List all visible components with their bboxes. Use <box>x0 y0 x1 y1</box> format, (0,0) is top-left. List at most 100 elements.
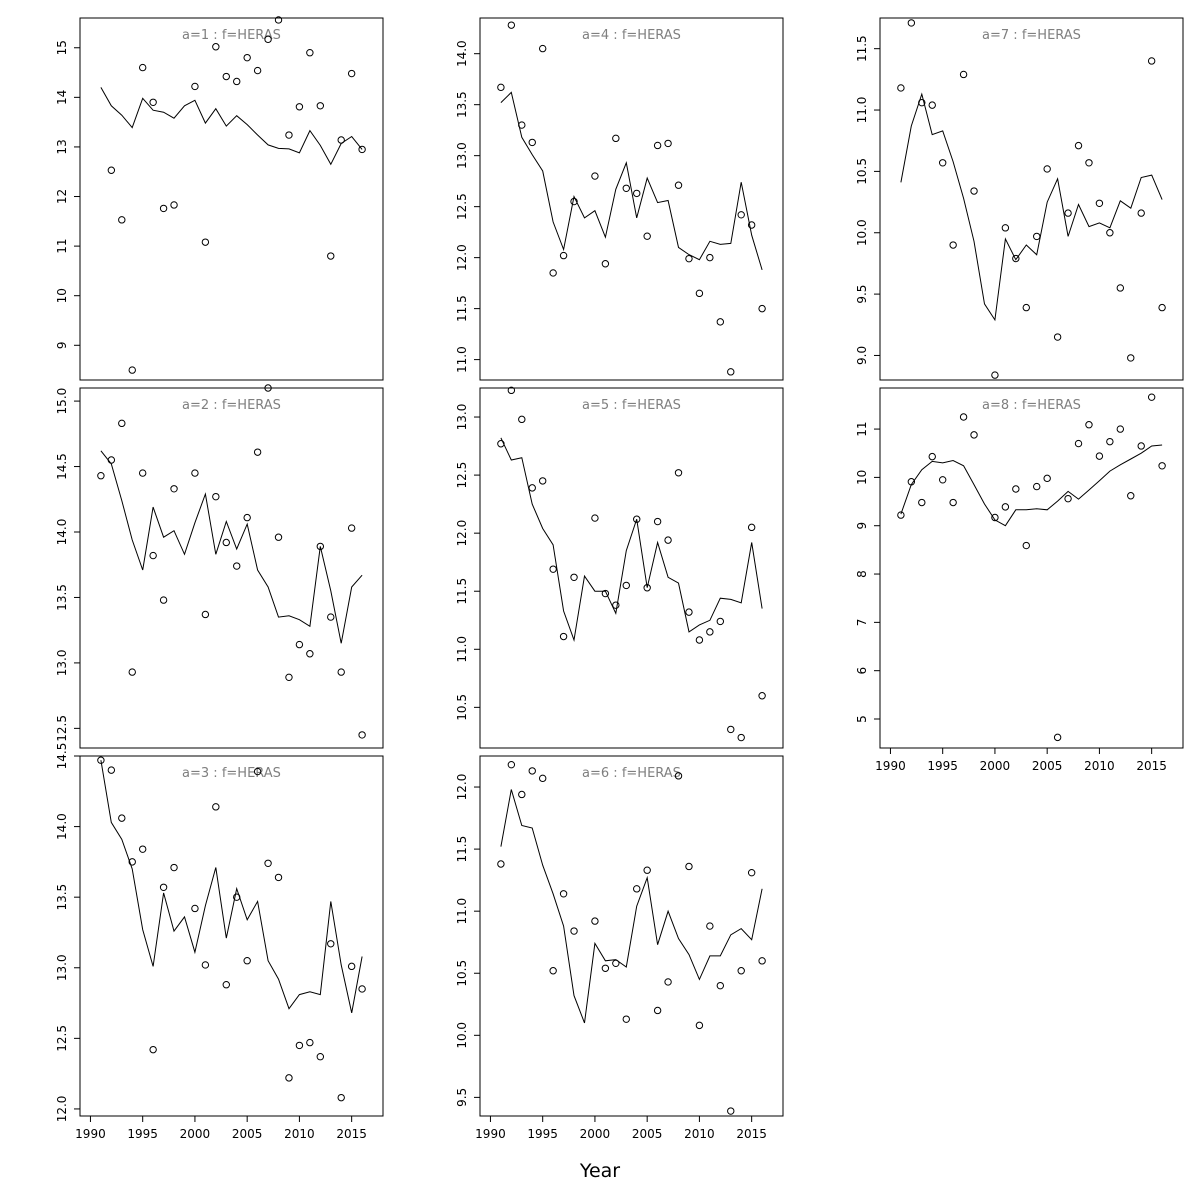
observed-point <box>295 640 304 649</box>
x-tick-label: 2015 <box>736 1127 767 1141</box>
panel-label: a=8 : f=HERAS <box>982 398 1081 413</box>
observed-point <box>327 252 335 260</box>
observed-point <box>1043 165 1051 173</box>
y-tick-label: 11.5 <box>455 578 469 605</box>
y-tick-label: 14.5 <box>55 453 69 480</box>
observed-point <box>528 484 536 492</box>
y-tick-label: 13.0 <box>455 404 469 431</box>
x-tick-label: 1990 <box>875 759 906 773</box>
x-tick-label: 1990 <box>75 1127 106 1141</box>
observed-point <box>327 613 335 621</box>
observed-point <box>538 477 547 485</box>
observed-point <box>97 472 105 480</box>
panel-label: a=5 : f=HERAS <box>582 398 681 413</box>
observed-point <box>528 138 536 147</box>
panel-frame-2 <box>79 387 384 749</box>
observed-point <box>518 415 526 424</box>
observed-point <box>633 515 641 523</box>
x-axis-label: Year <box>579 1160 621 1182</box>
y-tick-label: 13.5 <box>55 884 69 911</box>
observed-point <box>191 469 199 477</box>
y-tick-label: 14.0 <box>55 813 69 840</box>
fit-line <box>500 91 763 271</box>
observed-point <box>643 232 651 240</box>
observed-point <box>727 368 735 376</box>
observed-point <box>222 538 230 547</box>
observed-point <box>991 371 999 379</box>
observed-point <box>747 221 756 229</box>
observed-point <box>295 103 304 111</box>
observed-point <box>1147 57 1156 65</box>
panel-label: a=4 : f=HERAS <box>582 28 681 43</box>
y-tick-label: 11.5 <box>855 35 869 62</box>
observed-point <box>737 211 745 219</box>
observed-point <box>727 1107 735 1115</box>
y-tick-label: 9 <box>55 341 69 349</box>
observed-point <box>706 628 714 636</box>
x-tick-label: 1995 <box>127 1127 158 1141</box>
y-tick-label: 7 <box>855 619 869 627</box>
observed-point <box>959 413 968 421</box>
observed-point <box>497 860 505 868</box>
observed-point <box>559 251 568 260</box>
observed-point <box>1053 733 1062 742</box>
observed-point <box>128 858 136 866</box>
y-tick-label: 14 <box>55 90 69 105</box>
observed-point <box>1158 462 1166 470</box>
y-tick-label: 11.0 <box>455 346 469 373</box>
observed-point <box>612 134 620 143</box>
observed-point <box>149 98 157 107</box>
observed-point <box>622 184 630 192</box>
y-tick-label: 10.0 <box>455 1022 469 1049</box>
observed-point <box>97 756 105 764</box>
observed-point <box>1137 209 1145 217</box>
observed-point <box>327 940 335 948</box>
observed-point <box>274 873 283 882</box>
y-tick-label: 14.0 <box>455 40 469 67</box>
observed-point <box>1095 199 1104 207</box>
y-tick-label: 13 <box>55 139 69 154</box>
y-tick-label: 5 <box>855 715 869 723</box>
observed-point <box>1074 141 1083 150</box>
observed-point <box>118 814 126 822</box>
observed-point <box>138 63 147 72</box>
observed-point <box>938 159 947 167</box>
observed-point <box>1116 425 1125 433</box>
observed-point <box>907 478 916 486</box>
observed-point <box>633 189 641 198</box>
observed-point <box>306 1038 314 1047</box>
observed-point <box>601 589 610 598</box>
observed-point <box>664 139 672 148</box>
y-tick-label: 11 <box>55 238 69 253</box>
observed-point <box>706 253 714 262</box>
observed-point <box>285 1074 293 1082</box>
x-tick-label: 2010 <box>684 1127 715 1141</box>
y-tick-label: 13.5 <box>55 584 69 611</box>
observed-point <box>264 859 272 867</box>
observed-point <box>201 610 210 619</box>
observed-point <box>928 101 936 109</box>
observed-point <box>107 766 116 774</box>
panel-frame-3 <box>79 755 384 1117</box>
observed-point <box>358 731 366 739</box>
observed-point <box>1033 482 1041 491</box>
observed-point <box>191 904 199 913</box>
x-tick-label: 1995 <box>927 759 958 773</box>
y-tick-label: 9.5 <box>855 285 869 304</box>
y-tick-label: 15 <box>55 40 69 55</box>
observed-point <box>685 862 693 871</box>
observed-point <box>538 44 547 53</box>
observed-point <box>538 774 547 783</box>
y-tick-label: 11.5 <box>455 836 469 863</box>
observed-point <box>1106 437 1114 446</box>
panel-frame-8 <box>879 387 1184 749</box>
observed-point <box>518 790 526 799</box>
observed-point <box>507 386 516 395</box>
observed-point <box>570 573 578 581</box>
observed-point <box>601 964 610 972</box>
y-tick-label: 12.5 <box>455 462 469 489</box>
observed-point <box>758 957 766 965</box>
fit-line <box>500 437 763 642</box>
observed-point <box>212 492 220 501</box>
